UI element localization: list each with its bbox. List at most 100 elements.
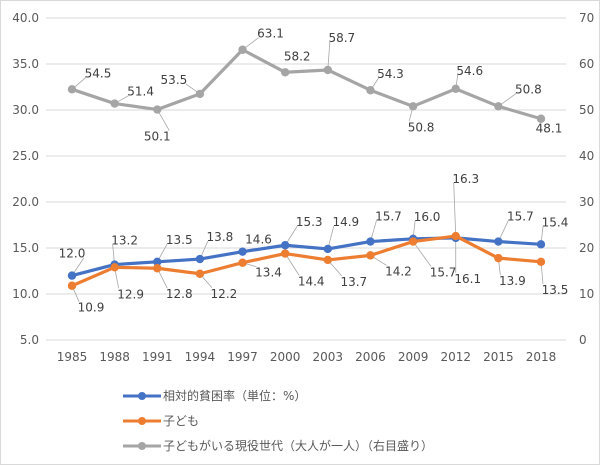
data-label: 51.4 (127, 85, 154, 99)
data-label: 13.2 (111, 234, 138, 248)
data-label: 14.9 (332, 215, 359, 229)
data-point (195, 254, 205, 264)
x-tick-label: 2009 (398, 350, 429, 364)
data-label: 16.1 (454, 272, 481, 286)
x-tick-label: 1991 (142, 350, 173, 364)
data-label: 12.9 (117, 287, 144, 301)
leader-line (327, 41, 331, 71)
data-label: 13.4 (255, 266, 282, 280)
data-label: 13.5 (542, 283, 569, 297)
data-point (238, 45, 247, 54)
data-label: 50.8 (515, 82, 542, 96)
data-label: 15.4 (542, 215, 569, 229)
data-point (280, 68, 290, 77)
data-label: 16.0 (414, 210, 441, 224)
data-point (110, 263, 119, 272)
data-label: 14.2 (385, 264, 412, 278)
leader-line (453, 183, 457, 237)
data-label: 54.3 (377, 67, 404, 81)
legend-marker-blue (123, 391, 161, 400)
y-right-tick-label: 50 (579, 103, 594, 117)
x-tick-label: 1994 (185, 350, 216, 364)
data-point (494, 102, 503, 111)
data-label: 54.5 (85, 66, 112, 80)
y-left-tick-label: 10.0 (12, 287, 39, 301)
legend: 相対的貧困率（単位：%） 子ども 子どもがいる現役世代（大人が一人）（右目盛り） (123, 383, 433, 458)
data-point (408, 237, 418, 246)
data-label: 15.7 (430, 266, 457, 280)
y-left-tick-label: 35.0 (12, 57, 39, 71)
y-right-tick-label: 20 (579, 241, 594, 255)
data-label: 12.0 (59, 247, 86, 261)
x-tick-label: 2003 (313, 350, 344, 364)
leader-line (412, 241, 432, 267)
data-point (67, 271, 77, 280)
y-right-tick-label: 60 (579, 57, 594, 71)
data-point (451, 84, 460, 94)
data-point (280, 249, 290, 258)
data-point (323, 244, 333, 254)
data-label: 16.3 (452, 172, 479, 186)
x-tick-label: 1985 (57, 350, 88, 364)
data-label: 15.7 (375, 210, 402, 224)
data-point (494, 253, 503, 263)
x-tick-label: 2012 (440, 350, 471, 364)
data-point (110, 99, 119, 108)
data-label: 15.7 (507, 210, 534, 224)
y-left-tick-label: 20.0 (12, 195, 39, 209)
y-left-tick-label: 5.0 (20, 333, 39, 347)
legend-item-children: 子ども (123, 408, 433, 433)
y-left-tick-label: 15.0 (12, 241, 39, 255)
data-point (366, 86, 375, 95)
data-label: 63.1 (257, 27, 284, 41)
legend-label: 相対的貧困率（単位：%） (163, 389, 307, 403)
data-point (153, 264, 162, 273)
legend-item-poverty-rate: 相対的貧困率（単位：%） (123, 383, 433, 408)
data-point (67, 281, 77, 290)
data-label: 13.9 (499, 274, 526, 288)
data-point (366, 237, 375, 246)
legend-label: 子ども (163, 414, 200, 428)
x-tick-label: 1997 (227, 350, 258, 364)
legend-label: 子どもがいる現役世代（大人が一人）（右目盛り） (163, 439, 434, 453)
data-point (366, 251, 375, 260)
data-label: 10.9 (78, 301, 105, 315)
data-label: 15.3 (296, 215, 323, 229)
y-right-tick-label: 0 (579, 333, 587, 347)
data-label: 13.7 (340, 275, 367, 289)
data-point (153, 257, 162, 266)
x-tick-label: 2018 (526, 350, 557, 364)
data-label: 58.2 (284, 49, 311, 63)
series-line (71, 48, 542, 121)
data-point (408, 102, 418, 111)
y-left-tick-label: 25.0 (12, 149, 39, 163)
line-chart: 5.0 0 10.0 10 15.0 20 20.0 30 25.0 40 30.0 50 35.0 60… (12, 11, 594, 364)
data-point (280, 241, 290, 250)
legend-marker-gray (123, 441, 161, 450)
data-label: 14.4 (298, 275, 325, 289)
y-right-tick-label: 30 (579, 195, 594, 209)
data-label: 53.5 (161, 73, 188, 87)
data-point (153, 105, 162, 114)
data-label: 58.7 (328, 31, 355, 45)
x-tick-label: 2006 (355, 350, 386, 364)
y-left-tick-label: 30.0 (12, 103, 39, 117)
data-label: 12.2 (211, 287, 238, 301)
data-label: 13.5 (166, 233, 193, 247)
y-right-tick-label: 10 (579, 287, 594, 301)
y-right-tick-label: 40 (579, 149, 594, 163)
data-point (451, 231, 460, 241)
x-tick-label: 2000 (270, 350, 301, 364)
y-right-tick-label: 70 (579, 11, 594, 25)
data-label: 50.1 (144, 130, 171, 144)
data-point (195, 269, 205, 278)
legend-item-single-parent: 子どもがいる現役世代（大人が一人）（右目盛り） (123, 433, 433, 458)
data-point (323, 65, 333, 75)
leader-line (284, 253, 300, 276)
y-left-tick-label: 40.0 (12, 11, 39, 25)
data-point (494, 237, 503, 246)
data-point (195, 89, 205, 99)
data-label: 50.8 (408, 120, 435, 134)
data-label: 12.8 (166, 287, 193, 301)
